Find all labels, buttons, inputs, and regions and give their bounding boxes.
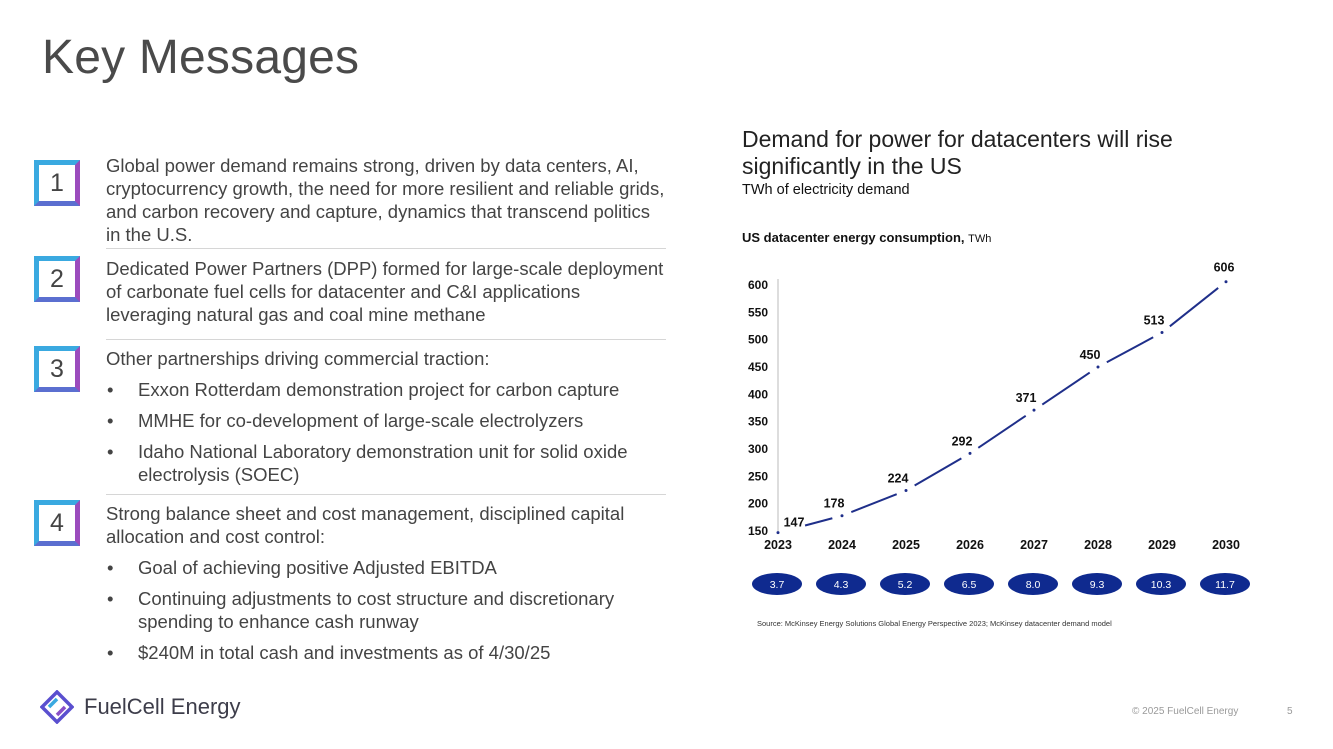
y-tick-label: 150 bbox=[748, 524, 768, 538]
bullet-list: Exxon Rotterdam demonstration project fo… bbox=[106, 378, 666, 486]
key-message-2: 2 Dedicated Power Partners (DPP) formed … bbox=[34, 256, 666, 326]
growth-oval bbox=[1136, 573, 1186, 595]
data-label: 450 bbox=[1080, 348, 1101, 362]
data-point bbox=[840, 514, 844, 518]
line-chart: 150 200 250 300 350 400 450 500 550 600 2023 2024 20… bbox=[748, 261, 1250, 595]
x-tick-label: 2024 bbox=[828, 538, 856, 552]
chart-source: Source: McKinsey Energy Solutions Global… bbox=[757, 619, 1112, 628]
bullet-item: Idaho National Laboratory demonstration … bbox=[106, 440, 666, 486]
message-text-2: Dedicated Power Partners (DPP) formed fo… bbox=[106, 258, 664, 325]
bullet-item: Goal of achieving positive Adjusted EBIT… bbox=[106, 556, 666, 579]
divider bbox=[106, 494, 666, 495]
data-point bbox=[776, 531, 780, 535]
message-number-3: 3 bbox=[34, 346, 80, 392]
y-tick-label: 450 bbox=[748, 360, 768, 374]
y-tick-label: 400 bbox=[748, 387, 768, 401]
fuelcell-logo-icon bbox=[40, 690, 74, 724]
x-tick-label: 2029 bbox=[1148, 538, 1176, 552]
message-text-1: Global power demand remains strong, driv… bbox=[106, 155, 665, 245]
bullet-item: Exxon Rotterdam demonstration project fo… bbox=[106, 378, 666, 401]
growth-oval bbox=[944, 573, 994, 595]
chart-label: US datacenter energy consumption, TWh bbox=[742, 230, 991, 245]
y-tick-label: 350 bbox=[748, 415, 768, 429]
x-tick-label: 2026 bbox=[956, 538, 984, 552]
divider bbox=[106, 248, 666, 249]
data-label: 224 bbox=[888, 472, 909, 486]
growth-oval bbox=[752, 573, 802, 595]
data-point bbox=[1032, 408, 1036, 412]
data-label: 292 bbox=[952, 434, 973, 448]
series-line-segment bbox=[804, 517, 833, 527]
data-label: 606 bbox=[1214, 261, 1235, 275]
bullet-item: MMHE for co-development of large-scale e… bbox=[106, 409, 666, 432]
copyright: © 2025 FuelCell Energy bbox=[1132, 706, 1239, 717]
x-tick-label: 2025 bbox=[892, 538, 920, 552]
data-label: 178 bbox=[824, 497, 845, 511]
x-tick-label: 2027 bbox=[1020, 538, 1048, 552]
data-point bbox=[1096, 365, 1100, 369]
divider bbox=[106, 339, 666, 340]
data-point bbox=[1160, 331, 1164, 335]
growth-label: 5.2 bbox=[898, 579, 913, 591]
growth-oval bbox=[880, 573, 930, 595]
chart-subtitle: TWh of electricity demand bbox=[742, 182, 910, 198]
growth-oval bbox=[816, 573, 866, 595]
company-logo: FuelCell Energy bbox=[40, 690, 241, 724]
data-label: 147 bbox=[784, 516, 805, 530]
growth-label: 6.5 bbox=[962, 579, 977, 591]
y-tick-label: 550 bbox=[748, 305, 768, 319]
series-line-segment bbox=[914, 457, 962, 487]
bullet-item: Continuing adjustments to cost structure… bbox=[106, 587, 666, 633]
data-point bbox=[968, 451, 972, 455]
key-message-4: 4 Strong balance sheet and cost manageme… bbox=[34, 500, 666, 672]
x-tick-label: 2028 bbox=[1084, 538, 1112, 552]
series-line-segment bbox=[1106, 336, 1154, 364]
message-number-2: 2 bbox=[34, 256, 80, 302]
x-tick-label: 2030 bbox=[1212, 538, 1240, 552]
y-tick-label: 600 bbox=[748, 278, 768, 292]
growth-label: 11.7 bbox=[1215, 579, 1235, 591]
chart-label-unit: TWh bbox=[968, 233, 992, 245]
y-tick-label: 250 bbox=[748, 469, 768, 483]
series-line-segment bbox=[850, 493, 898, 513]
y-tick-label: 300 bbox=[748, 442, 768, 456]
growth-oval bbox=[1008, 573, 1058, 595]
data-point bbox=[1224, 280, 1228, 284]
chart-label-text: US datacenter energy consumption, bbox=[742, 230, 965, 245]
data-label: 513 bbox=[1144, 314, 1165, 328]
y-tick-label: 500 bbox=[748, 333, 768, 347]
message-number-4: 4 bbox=[34, 500, 80, 546]
message-number-1: 1 bbox=[34, 160, 80, 206]
bullet-item: $240M in total cash and investments as o… bbox=[106, 641, 666, 664]
growth-label: 8.0 bbox=[1026, 579, 1041, 591]
message-text-3: Other partnerships driving commercial tr… bbox=[106, 348, 490, 369]
y-tick-label: 200 bbox=[748, 497, 768, 511]
growth-label: 4.3 bbox=[834, 579, 849, 591]
series-line-segment bbox=[1169, 287, 1219, 328]
growth-label: 10.3 bbox=[1151, 579, 1172, 591]
data-point bbox=[904, 489, 908, 493]
growth-label: 3.7 bbox=[770, 579, 785, 591]
bullet-list: Goal of achieving positive Adjusted EBIT… bbox=[106, 556, 666, 664]
logo-text: FuelCell Energy bbox=[84, 694, 241, 719]
page-number: 5 bbox=[1287, 706, 1293, 717]
series-line-segment bbox=[1041, 371, 1091, 406]
x-tick-label: 2023 bbox=[764, 538, 792, 552]
page-title: Key Messages bbox=[42, 31, 360, 84]
growth-oval bbox=[1072, 573, 1122, 595]
growth-oval bbox=[1200, 573, 1250, 595]
chart-title: Demand for power for datacenters will ri… bbox=[742, 126, 1173, 179]
series-line-segment bbox=[977, 414, 1027, 449]
key-message-1: 1 Global power demand remains strong, dr… bbox=[34, 155, 666, 246]
message-text-4: Strong balance sheet and cost management… bbox=[106, 503, 625, 547]
growth-label: 9.3 bbox=[1090, 579, 1105, 591]
key-message-3: 3 Other partnerships driving commercial … bbox=[34, 346, 666, 494]
data-label: 371 bbox=[1016, 391, 1037, 405]
